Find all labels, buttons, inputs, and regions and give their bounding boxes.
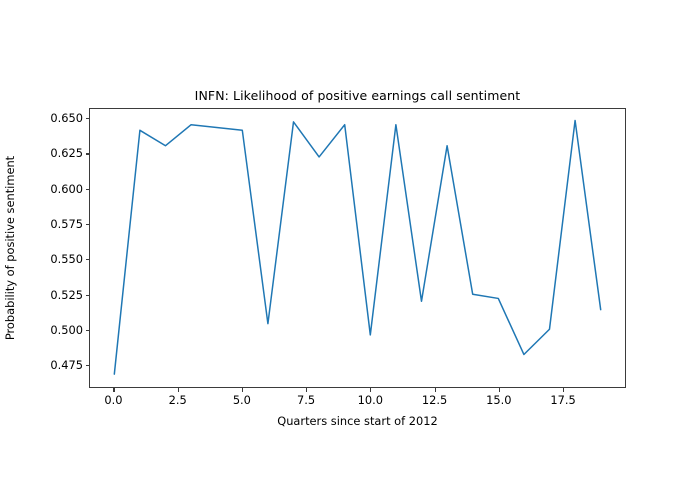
y-axis-label: Probability of positive sentiment <box>3 155 17 341</box>
x-axis-ticks <box>89 108 626 392</box>
series-line-probability <box>114 120 600 374</box>
x-axis-label: Quarters since start of 2012 <box>277 414 438 428</box>
x-tick-label: 10.0 <box>357 393 384 407</box>
y-tick-label: 0.650 <box>50 111 83 126</box>
y-tick-mark <box>85 365 89 367</box>
x-tick-label: 17.5 <box>550 393 576 407</box>
x-tick-label: 2.5 <box>168 393 187 407</box>
y-tick-mark <box>85 224 89 226</box>
y-tick-mark <box>85 153 89 155</box>
x-tick-mark <box>563 388 565 392</box>
x-tick-label: 15.0 <box>486 393 512 407</box>
x-tick-mark <box>306 388 308 392</box>
y-tick-label: 0.575 <box>50 217 83 231</box>
x-tick-mark <box>177 388 179 392</box>
x-tick-mark <box>370 388 372 392</box>
line-series-svg <box>90 109 625 387</box>
x-axis-tick-labels: 0.0 2.5 5.0 7.5 10.0 12.5 15.0 17.5 <box>89 393 626 409</box>
y-tick-mark <box>85 118 89 120</box>
y-tick-mark <box>85 329 89 331</box>
y-tick-label: 0.625 <box>50 146 83 161</box>
y-tick-label: 0.550 <box>50 252 83 267</box>
y-tick-mark <box>85 294 89 296</box>
x-tick-mark <box>113 388 115 392</box>
y-axis-tick-labels: 0.475 0.500 0.525 0.550 0.575 0.600 0.625 0.650 <box>47 108 83 388</box>
plot-area <box>89 108 626 388</box>
x-tick-mark <box>498 388 500 392</box>
x-tick-label: 12.5 <box>421 393 448 407</box>
x-tick-mark <box>434 388 436 392</box>
x-tick-label: 5.0 <box>232 393 251 407</box>
y-tick-mark <box>85 188 89 190</box>
x-tick-label: 7.5 <box>297 393 316 407</box>
chart-title: INFN: Likelihood of positive earnings ca… <box>194 88 521 103</box>
y-tick-label: 0.475 <box>50 358 83 373</box>
y-tick-label: 0.600 <box>50 181 83 196</box>
y-tick-label: 0.525 <box>50 287 83 302</box>
y-tick-mark <box>85 259 89 261</box>
x-tick-label: 0.0 <box>104 393 123 407</box>
y-tick-label: 0.500 <box>50 322 83 337</box>
x-tick-mark <box>241 388 243 392</box>
